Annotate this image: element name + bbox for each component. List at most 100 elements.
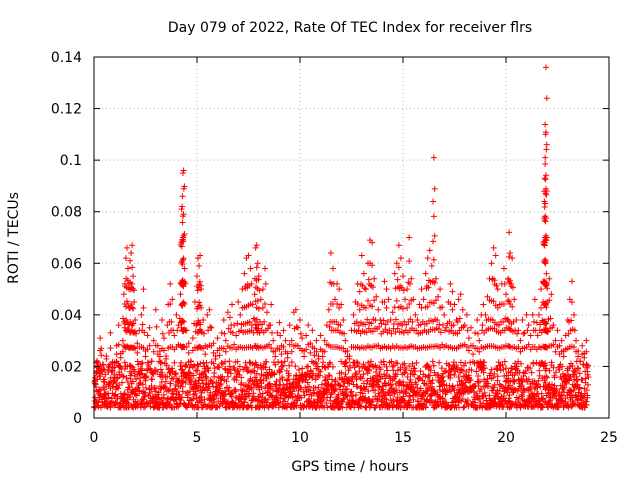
baseline-point xyxy=(172,371,179,378)
baseline-point xyxy=(280,362,287,369)
baseline-point xyxy=(370,382,377,389)
baseline-point xyxy=(481,365,488,372)
baseline-point xyxy=(275,404,282,411)
baseline-point xyxy=(101,386,108,393)
baseline-point xyxy=(329,363,336,370)
baseline-point xyxy=(495,359,502,366)
baseline-point xyxy=(215,363,222,370)
baseline-point xyxy=(286,362,293,369)
baseline-point xyxy=(392,359,399,366)
baseline-point xyxy=(298,394,305,401)
y-tick-label: 0.06 xyxy=(51,256,82,272)
baseline-point xyxy=(365,388,372,395)
baseline-point xyxy=(428,392,435,399)
baseline-point xyxy=(133,392,140,399)
baseline-point xyxy=(422,403,429,410)
baseline-point xyxy=(207,377,214,384)
y-axis-label: ROTI / TECUs xyxy=(6,192,22,284)
baseline-point xyxy=(362,394,369,401)
baseline-point xyxy=(327,359,334,366)
baseline-point xyxy=(475,373,482,380)
baseline-point xyxy=(506,392,513,399)
baseline-point xyxy=(113,399,120,406)
y-tick-label: 0.08 xyxy=(51,205,82,221)
baseline-point xyxy=(427,367,434,374)
baseline-point xyxy=(106,364,113,371)
baseline-point xyxy=(326,360,333,367)
baseline-point xyxy=(192,390,199,397)
baseline-point xyxy=(190,396,197,402)
baseline-point xyxy=(360,361,367,368)
y-tick-label: 0.14 xyxy=(51,50,82,66)
baseline-point xyxy=(278,366,285,373)
baseline-point xyxy=(468,367,475,374)
baseline-point xyxy=(180,369,187,376)
baseline-point xyxy=(320,359,327,366)
baseline-point xyxy=(163,362,170,369)
baseline-point xyxy=(340,383,347,390)
baseline-point xyxy=(332,385,339,392)
baseline-point xyxy=(289,388,296,395)
baseline-point xyxy=(276,400,283,407)
baseline-point xyxy=(216,364,223,371)
baseline-point xyxy=(407,376,414,383)
baseline-point xyxy=(205,367,212,374)
baseline-point xyxy=(488,366,495,373)
baseline-point xyxy=(211,399,218,406)
baseline-point xyxy=(393,387,400,394)
y-tick-label: 0 xyxy=(73,411,82,427)
baseline-point xyxy=(304,379,311,386)
baseline-point xyxy=(140,396,147,403)
baseline-point xyxy=(253,361,260,368)
baseline-point xyxy=(500,392,507,399)
baseline-point xyxy=(392,381,399,388)
baseline-point xyxy=(480,400,487,407)
baseline-point xyxy=(517,360,524,367)
baseline-point xyxy=(123,374,130,381)
baseline-point xyxy=(422,391,429,398)
baseline-point xyxy=(373,402,380,409)
baseline-point xyxy=(401,370,408,377)
baseline-point xyxy=(158,359,165,366)
baseline-point xyxy=(284,400,291,407)
y-tick-label: 0.1 xyxy=(60,153,82,169)
baseline-point xyxy=(210,396,217,403)
baseline-point xyxy=(127,393,134,400)
baseline-point xyxy=(473,368,480,375)
baseline-point xyxy=(93,399,100,406)
baseline-point xyxy=(427,396,434,403)
baseline-point xyxy=(494,373,501,380)
baseline-point xyxy=(436,359,443,366)
baseline-point xyxy=(426,372,433,379)
baseline-point xyxy=(143,374,150,381)
baseline-point xyxy=(203,374,210,381)
baseline-point xyxy=(457,359,464,366)
baseline-point xyxy=(422,404,429,411)
baseline-point xyxy=(455,374,462,381)
baseline-point xyxy=(402,366,409,373)
baseline-point xyxy=(305,363,312,370)
baseline-point xyxy=(406,363,413,370)
y-tick-label: 0.02 xyxy=(51,359,82,375)
baseline-point xyxy=(401,360,408,367)
baseline-point xyxy=(234,358,241,365)
baseline-point xyxy=(213,403,220,410)
baseline-point xyxy=(512,360,519,367)
baseline-point xyxy=(352,370,359,377)
grid xyxy=(94,57,609,418)
baseline-point xyxy=(137,375,144,382)
baseline-point xyxy=(238,391,245,398)
baseline-point xyxy=(152,388,159,395)
baseline-point xyxy=(417,385,424,392)
baseline-point xyxy=(460,404,467,411)
baseline-point xyxy=(462,360,469,367)
baseline-point xyxy=(382,375,389,382)
baseline-point xyxy=(102,371,109,378)
baseline-point xyxy=(235,367,242,374)
baseline-point xyxy=(481,383,488,390)
baseline-point xyxy=(279,374,286,381)
baseline-point xyxy=(500,366,507,373)
baseline-point xyxy=(178,359,185,366)
baseline-point xyxy=(353,359,360,366)
baseline-point xyxy=(198,397,205,404)
